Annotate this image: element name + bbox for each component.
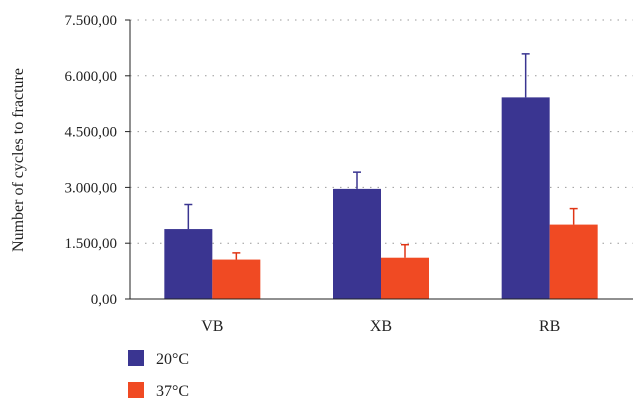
bars (164, 97, 598, 299)
y-axis-ticks: 0,00 1.500,00 3.000,00 4.500,00 6.000,00 7.50… (65, 13, 130, 308)
bar-xb-series-2 (381, 257, 429, 299)
error-bars (184, 53, 578, 260)
bar-vb-series-2 (212, 259, 261, 299)
y-tick-label: 7.500,00 (65, 13, 118, 29)
axes (129, 20, 633, 300)
bar-rb-series-2 (549, 224, 598, 299)
legend-swatch (128, 382, 144, 398)
y-tick-label: 1.500,00 (65, 236, 118, 252)
y-tick-label: 4.500,00 (65, 125, 118, 141)
bar-rb-series-1 (501, 97, 550, 299)
y-tick-label: 0,00 (91, 292, 117, 308)
x-axis-category-labels: VB XB RB (201, 318, 560, 335)
gridlines (130, 19, 633, 244)
x-category-label: RB (539, 318, 560, 335)
legend-label: 20°C (156, 351, 189, 368)
y-tick-label: 6.000,00 (65, 69, 118, 85)
legend-label: 37°C (156, 383, 189, 400)
legend: 20°C 37°C (128, 350, 189, 400)
bar-xb-series-1 (333, 188, 381, 299)
x-category-label: VB (201, 318, 223, 335)
legend-swatch (128, 350, 144, 366)
bar-vb-series-1 (164, 229, 213, 299)
x-category-label: XB (370, 318, 392, 335)
y-tick-label: 3.000,00 (65, 180, 118, 196)
y-axis-title: Number of cycles to fracture (10, 68, 27, 252)
